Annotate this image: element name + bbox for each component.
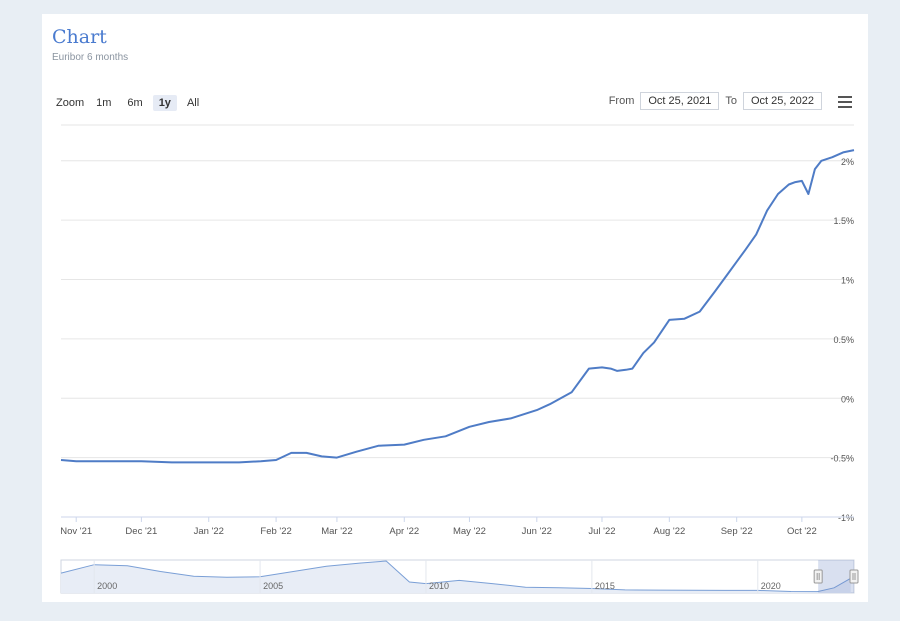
y-tick-label: -0.5% [830,454,854,464]
x-tick-label: Jun '22 [522,526,552,537]
y-tick-label: 1% [841,276,854,286]
navigator-handle-right[interactable] [849,569,859,584]
to-label: To [725,95,737,107]
x-tick-label: Sep '22 [721,526,753,537]
zoom-button-1m[interactable]: 1m [96,97,112,109]
chart-card: Chart Euribor 6 months Zoom 1m 6m 1y All… [42,14,868,602]
from-label: From [608,95,635,107]
navigator-selection [818,560,854,593]
chart-subtitle: Euribor 6 months [52,52,129,63]
navigator-tick-label: 2015 [595,581,615,591]
x-tick-label: Jan '22 [194,526,224,537]
zoom-button-all[interactable]: All [186,97,200,109]
chart-title: Chart [52,26,107,48]
date-range: From Oct 25, 2021 To Oct 25, 2022 [603,92,822,110]
zoom-toolbar: Zoom 1m 6m 1y All [56,94,209,112]
y-tick-label: 0% [841,394,854,404]
zoom-button-6m[interactable]: 6m [127,97,143,109]
x-tick-label: Nov '21 [60,526,92,537]
zoom-button-1y[interactable]: 1y [152,95,177,111]
from-date-input[interactable]: Oct 25, 2021 [640,92,720,110]
to-date-input[interactable]: Oct 25, 2022 [743,92,822,110]
hamburger-menu-icon[interactable] [838,96,852,108]
x-tick-label: Aug '22 [653,526,685,537]
x-tick-label: Oct '22 [787,526,817,537]
y-tick-label: 2% [841,157,854,167]
series-line-0 [60,149,855,464]
x-tick-label: Dec '21 [125,526,157,537]
main-chart: -1% -0.5% 0% 0.5% 1% 1.5% 2% Nov '21 Dec '21 Jan … [60,124,859,594]
navigator-area [61,561,851,593]
navigator-tick-label: 2000 [97,581,117,591]
navigator-tick-label: 2005 [263,581,283,591]
y-tick-label: 0.5% [833,335,854,345]
navigator-line [60,560,851,593]
navigator-tick-label: 2010 [429,581,449,591]
zoom-label: Zoom [56,97,85,109]
x-tick-label: Feb '22 [260,526,291,537]
y-tick-label: 1.5% [833,216,854,226]
x-tick-label: Mar '22 [321,526,352,537]
navigator-tick-label: 2020 [761,581,781,591]
x-tick-label: Jul '22 [588,526,615,537]
x-tick-label: Apr '22 [389,526,419,537]
navigator-handle-left[interactable] [813,569,823,584]
x-tick-label: May '22 [453,526,486,537]
y-tick-label: -1% [838,513,854,523]
